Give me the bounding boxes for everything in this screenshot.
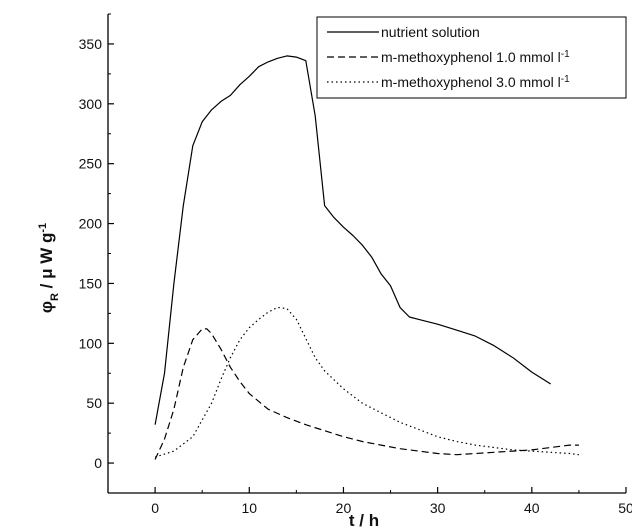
y-tick-label: 200: [79, 216, 103, 232]
legend-label-2: m-methoxyphenol 1.0 mmol l-1: [381, 49, 570, 66]
y-tick-label: 150: [79, 275, 103, 291]
x-axis-title: t / h: [349, 511, 379, 530]
x-tick-label: 50: [618, 500, 632, 516]
y-tick-label: 0: [94, 455, 102, 471]
y-tick-label: 100: [79, 335, 103, 351]
y-tick-label: 50: [86, 395, 102, 411]
y-axis-title: φR / μ W g-1: [37, 223, 61, 313]
legend-box: [316, 16, 627, 99]
x-tick-label: 40: [524, 500, 540, 516]
x-tick-label: 10: [241, 500, 257, 516]
legend-label-1: nutrient solution: [381, 24, 480, 40]
y-tick-label: 250: [79, 156, 103, 172]
y-axis-title-text: φR / μ W g-1: [37, 223, 61, 313]
legend: nutrient solution m-methoxyphenol 1.0 mmo…: [316, 16, 627, 99]
series-line-3: [154, 306, 579, 458]
axes: 0 50 100 150 200 250 300 350 0 10 20 30 40 50: [79, 13, 632, 516]
y-tick-label: 300: [79, 96, 103, 112]
x-tick-label: 0: [151, 500, 159, 516]
x-tick-label: 30: [430, 500, 446, 516]
x-tick-label: 20: [336, 500, 352, 516]
series-line-2: [154, 328, 579, 460]
series-lines: [154, 55, 579, 460]
y-tick-label: 350: [79, 36, 103, 52]
legend-label-3: m-methoxyphenol 3.0 mmol l-1: [381, 74, 570, 91]
series-line-1: [154, 55, 552, 425]
axis-titles: t / h φR / μ W g-1: [37, 223, 379, 530]
